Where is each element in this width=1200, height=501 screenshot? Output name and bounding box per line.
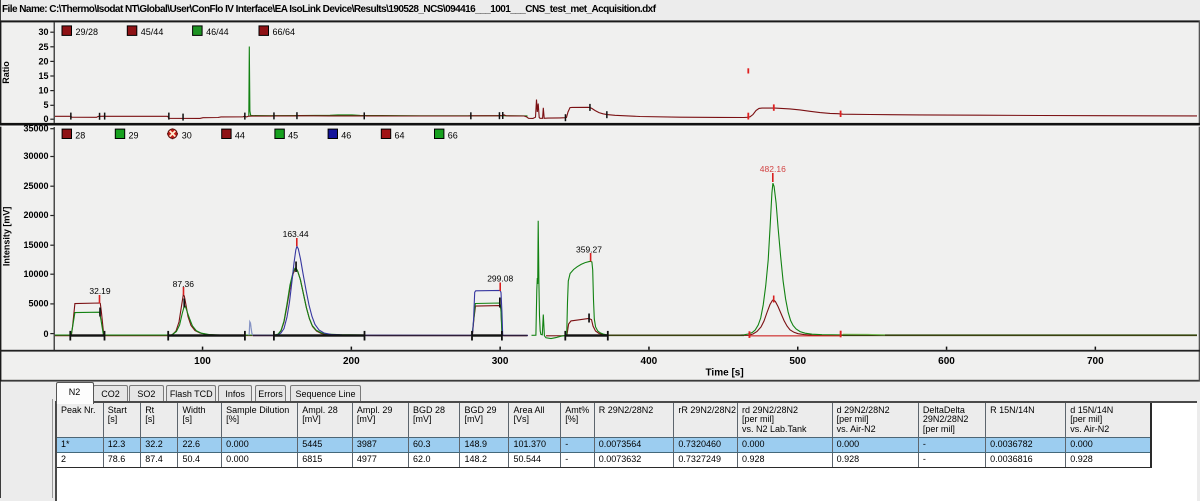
svg-text:32.19: 32.19 (89, 286, 111, 296)
svg-text:45/44: 45/44 (141, 27, 164, 37)
svg-text:20000: 20000 (23, 210, 48, 220)
svg-text:0: 0 (43, 329, 48, 339)
svg-text:64: 64 (395, 130, 405, 140)
svg-text:10: 10 (38, 86, 48, 96)
svg-text:15: 15 (38, 71, 48, 81)
svg-text:28: 28 (75, 130, 85, 140)
svg-text:100: 100 (194, 356, 211, 367)
svg-text:29/28: 29/28 (76, 27, 99, 37)
svg-text:25000: 25000 (23, 181, 48, 191)
svg-text:30: 30 (182, 130, 192, 140)
svg-text:25: 25 (38, 42, 48, 52)
svg-text:30: 30 (38, 27, 48, 37)
svg-text:Intensity [mV]: Intensity [mV] (2, 207, 12, 267)
svg-text:Ratio: Ratio (1, 61, 11, 84)
svg-text:44: 44 (235, 130, 245, 140)
svg-text:359.27: 359.27 (576, 245, 602, 255)
svg-text:46/44: 46/44 (206, 27, 229, 37)
svg-text:66/64: 66/64 (273, 27, 296, 37)
svg-text:46: 46 (341, 130, 351, 140)
svg-text:482.16: 482.16 (760, 164, 786, 174)
svg-text:66: 66 (448, 130, 458, 140)
svg-text:0: 0 (43, 114, 48, 124)
svg-text:5: 5 (43, 100, 48, 110)
svg-text:30000: 30000 (23, 151, 48, 161)
svg-text:200: 200 (343, 356, 360, 367)
svg-text:400: 400 (641, 356, 658, 367)
svg-text:45: 45 (288, 130, 298, 140)
svg-text:35000: 35000 (23, 123, 48, 133)
svg-text:700: 700 (1087, 356, 1104, 367)
svg-text:500: 500 (789, 356, 806, 367)
svg-text:Time [s]: Time [s] (706, 368, 744, 379)
svg-text:163.44: 163.44 (283, 229, 309, 239)
svg-text:300: 300 (492, 356, 509, 367)
svg-text:5000: 5000 (28, 299, 48, 309)
svg-text:15000: 15000 (23, 240, 48, 250)
svg-text:20: 20 (38, 56, 48, 66)
svg-text:29: 29 (129, 130, 139, 140)
svg-text:87.36: 87.36 (173, 279, 195, 289)
svg-text:10000: 10000 (23, 269, 48, 279)
svg-text:299.08: 299.08 (487, 274, 513, 284)
svg-text:600: 600 (938, 356, 955, 367)
